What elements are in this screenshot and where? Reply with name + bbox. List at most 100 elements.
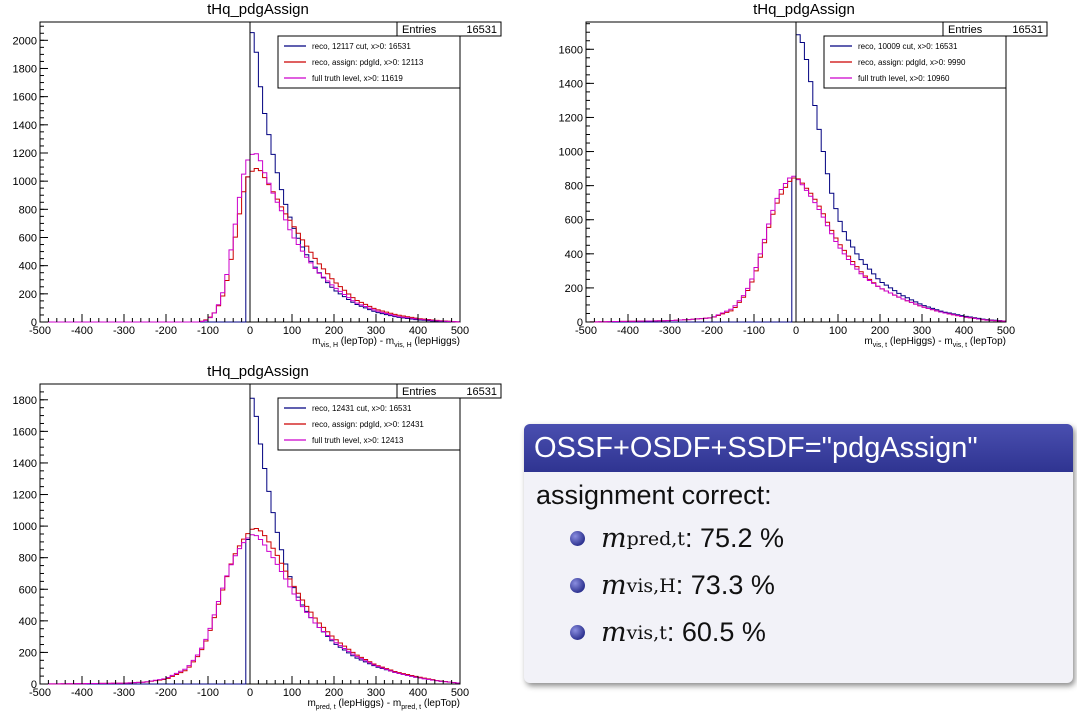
- x-tick-label: -200: [155, 687, 177, 699]
- x-tick-label: 0: [247, 687, 253, 699]
- y-tick-label: 800: [565, 181, 583, 193]
- x-tick-label: 400: [409, 325, 427, 337]
- y-tick-label: 400: [565, 249, 583, 261]
- legend-entry: full truth level, x>0: 10960: [858, 74, 950, 83]
- x-tick-label: 100: [283, 687, 301, 699]
- bullet-icon: [570, 531, 585, 546]
- stats-label: Entries: [402, 24, 437, 36]
- x-axis-label-part: m: [312, 336, 320, 347]
- x-axis-label-subscript: vis, t: [873, 342, 887, 349]
- x-tick-label: 0: [793, 325, 799, 337]
- chart-title: tHq_pdgAssign: [207, 363, 309, 380]
- stats-label: Entries: [948, 24, 983, 36]
- summary-block-body: assignment correct: m pred,t: 75.2 % m vis…: [524, 472, 1073, 648]
- histogram-chart-3: tHq_pdgAssign020040060080010001200140016…: [13, 363, 502, 711]
- summary-item-mvis-h: m vis,H: 73.3 %: [570, 570, 1073, 601]
- y-tick-label: 400: [19, 261, 37, 273]
- summary-item-mpred-t: m pred,t: 75.2 %: [570, 523, 1073, 554]
- stats-value: 16531: [466, 386, 497, 398]
- y-tick-label: 1200: [559, 112, 583, 124]
- x-axis-label-subscript: pred, t: [401, 704, 421, 711]
- x-tick-label: -400: [71, 687, 93, 699]
- summary-item-subscript: pred,t: [626, 527, 685, 550]
- x-tick-label: -300: [113, 325, 135, 337]
- x-tick-label: 200: [325, 687, 343, 699]
- x-tick-label: -400: [71, 325, 93, 337]
- legend-box: [823, 35, 1007, 89]
- y-tick-label: 1400: [13, 120, 37, 132]
- y-tick-label: 800: [19, 204, 37, 216]
- x-tick-label: -100: [743, 325, 765, 337]
- legend-entry: reco, assign: pdgId, x>0: 12113: [312, 58, 424, 67]
- series-line-3: [40, 153, 460, 323]
- x-tick-label: -400: [617, 325, 639, 337]
- summary-block: OSSF+OSDF+SSDF="pdgAssign" assignment co…: [524, 424, 1073, 683]
- x-tick-label: 400: [409, 687, 427, 699]
- y-tick-label: 600: [565, 215, 583, 227]
- x-tick-label: -500: [29, 687, 51, 699]
- summary-item-subscript: vis,H: [626, 574, 676, 597]
- x-tick-label: -200: [701, 325, 723, 337]
- x-axis-label-subscript: vis, H: [394, 342, 412, 349]
- x-axis-label-subscript: vis, t: [953, 342, 967, 349]
- x-tick-label: 100: [829, 325, 847, 337]
- y-tick-label: 1400: [559, 78, 583, 90]
- x-tick-label: -500: [575, 325, 597, 337]
- stats-value: 16531: [466, 24, 497, 36]
- histogram-panel-2: tHq_pdgAssign 0 200 400 600 800 1000 1200 1400 16…: [546, 0, 1066, 360]
- y-tick-label: 800: [19, 553, 37, 565]
- y-tick-label: 1800: [13, 395, 37, 407]
- y-tick-label: 1800: [13, 63, 37, 75]
- x-tick-label: -300: [113, 687, 135, 699]
- bullet-icon: [570, 578, 585, 593]
- summary-item-symbol: m: [601, 570, 627, 601]
- x-axis-label-part: (lepHiggs) - m: [336, 698, 402, 709]
- x-axis-label-subscript: vis, H: [321, 342, 339, 349]
- y-tick-label: 600: [19, 584, 37, 596]
- x-axis-label: mvis, H (lepTop) - mvis, H (lepHiggs): [312, 336, 460, 349]
- x-tick-label: 500: [997, 325, 1015, 337]
- x-tick-label: 500: [451, 325, 469, 337]
- legend-entry: full truth level, x>0: 12413: [312, 436, 404, 445]
- x-tick-label: 500: [451, 687, 469, 699]
- x-tick-label: -300: [659, 325, 681, 337]
- y-tick-label: 600: [19, 232, 37, 244]
- x-tick-label: 200: [871, 325, 889, 337]
- y-tick-label: 1000: [13, 176, 37, 188]
- x-tick-label: -100: [197, 325, 219, 337]
- x-axis-label-part: m: [307, 698, 315, 709]
- x-axis-label: mpred, t (lepHiggs) - mpred, t (lepTop): [307, 698, 460, 711]
- legend-entry: reco, 12431 cut, x>0: 16531: [312, 404, 412, 413]
- x-tick-label: 200: [325, 325, 343, 337]
- x-axis-label-part: m: [864, 336, 872, 347]
- y-tick-label: 1400: [13, 458, 37, 470]
- y-tick-label: 1600: [559, 44, 583, 56]
- y-tick-label: 0: [31, 317, 37, 329]
- x-tick-label: 0: [247, 325, 253, 337]
- x-axis-label-part: (lepHiggs): [412, 336, 460, 347]
- y-tick-label: 400: [19, 616, 37, 628]
- y-tick-label: 2000: [13, 35, 37, 47]
- x-axis-label-part: (lepTop) - m: [338, 336, 394, 347]
- legend-box: [277, 35, 461, 89]
- summary-item-mvis-t: m vis,t: 60.5 %: [570, 617, 1073, 648]
- y-tick-label: 200: [19, 647, 37, 659]
- histogram-panel-1: tHq_pdgAssign 0 200 400 600 800 1000 1200 1400 16…: [0, 0, 520, 360]
- stats-label: Entries: [402, 386, 437, 398]
- y-tick-label: 0: [577, 317, 583, 329]
- x-tick-label: -200: [155, 325, 177, 337]
- x-tick-label: 400: [955, 325, 973, 337]
- y-tick-label: 200: [19, 289, 37, 301]
- summary-block-title: OSSF+OSDF+SSDF="pdgAssign": [524, 424, 1073, 472]
- y-tick-label: 0: [31, 679, 37, 691]
- x-axis-label-subscript: pred, t: [316, 704, 336, 711]
- histogram-chart-2: tHq_pdgAssign020040060080010001200140016…: [559, 1, 1048, 349]
- histogram-chart-1: tHq_pdgAssign020040060080010001200140016…: [13, 1, 502, 349]
- summary-item-subscript: vis,t: [626, 621, 667, 644]
- y-tick-label: 1000: [13, 521, 37, 533]
- legend-entry: reco, 12117 cut, x>0: 16531: [312, 42, 411, 51]
- x-tick-label: 300: [367, 687, 385, 699]
- y-tick-label: 1200: [13, 148, 37, 160]
- x-tick-label: -100: [197, 687, 219, 699]
- x-axis-label-part: (lepTop): [967, 336, 1006, 347]
